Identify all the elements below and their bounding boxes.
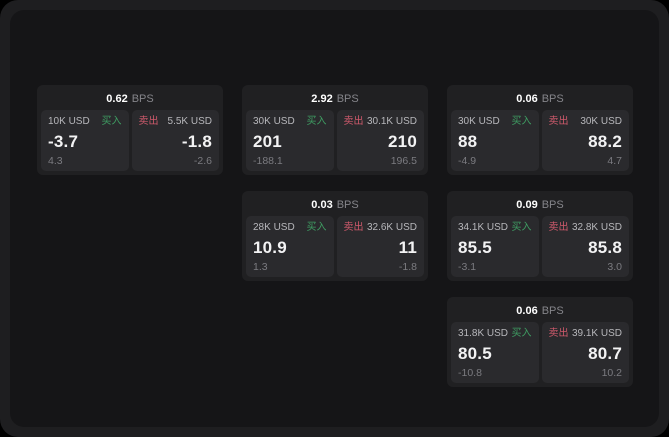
sell-price: 80.7	[588, 343, 622, 363]
quote-card: 0.09 BPS 34.1K USD 买入 85.5 -3.1 卖出 32.8K…	[447, 191, 633, 281]
buy-amount: 30K USD	[253, 116, 295, 127]
buy-delta: 4.3	[48, 154, 63, 167]
buy-tile[interactable]: 28K USD 买入 10.9 1.3	[246, 216, 334, 277]
sell-delta: 4.7	[607, 154, 622, 167]
sell-price: 85.8	[588, 237, 622, 257]
sell-amount: 5.5K USD	[167, 116, 212, 127]
buy-tile[interactable]: 31.8K USD 买入 80.5 -10.8	[451, 322, 539, 383]
sell-side-label: 卖出	[343, 222, 364, 233]
buy-side-label: 买入	[511, 116, 532, 127]
sell-side-label: 卖出	[548, 116, 569, 127]
tile-row: 31.8K USD 买入 80.5 -10.8 卖出 39.1K USD 80.…	[451, 322, 629, 383]
sell-tile[interactable]: 卖出 30K USD 88.2 4.7	[541, 110, 629, 171]
sell-amount: 30K USD	[580, 116, 622, 127]
sell-amount: 30.1K USD	[366, 116, 417, 127]
spread-unit-label: BPS	[336, 92, 359, 105]
tile-row: 28K USD 买入 10.9 1.3 卖出 32.6K USD 11 -1.8	[246, 216, 424, 277]
buy-side-label: 买入	[511, 328, 532, 339]
buy-delta: -188.1	[253, 154, 283, 167]
spread-value: 2.92	[311, 92, 333, 105]
buy-tile[interactable]: 30K USD 买入 88 -4.9	[451, 110, 539, 171]
buy-tile[interactable]: 10K USD 买入 -3.7 4.3	[41, 110, 129, 171]
sell-side-label: 卖出	[343, 116, 364, 127]
sell-price: 11	[398, 237, 417, 257]
tile-row: 10K USD 买入 -3.7 4.3 卖出 5.5K USD -1.8 -2.…	[41, 110, 219, 171]
sell-tile[interactable]: 卖出 32.6K USD 11 -1.8	[336, 216, 424, 277]
sell-tile[interactable]: 卖出 30.1K USD 210 196.5	[336, 110, 424, 171]
quote-card: 2.92 BPS 30K USD 买入 201 -188.1 卖出 30.1K …	[242, 85, 428, 175]
sell-amount: 32.6K USD	[366, 222, 417, 233]
buy-delta: -10.8	[458, 366, 482, 379]
sell-delta: -1.8	[398, 260, 417, 273]
quote-card: 0.62 BPS 10K USD 买入 -3.7 4.3 卖出 5.5K USD…	[37, 85, 223, 175]
quote-card: 0.03 BPS 28K USD 买入 10.9 1.3 卖出 32.6K US…	[242, 191, 428, 281]
buy-side-label: 买入	[101, 116, 122, 127]
buy-amount: 30K USD	[458, 116, 500, 127]
spread-value: 0.09	[516, 198, 538, 211]
spread-header: 2.92 BPS	[246, 90, 424, 108]
buy-side-label: 买入	[511, 222, 532, 233]
buy-amount: 31.8K USD	[458, 328, 509, 339]
quote-card: 0.06 BPS 31.8K USD 买入 80.5 -10.8 卖出 39.1…	[447, 297, 633, 387]
buy-side-label: 买入	[306, 116, 327, 127]
spread-value: 0.62	[106, 92, 128, 105]
buy-amount: 10K USD	[48, 116, 90, 127]
buy-delta: -4.9	[458, 154, 477, 167]
buy-price: 10.9	[253, 237, 287, 257]
sell-price: 210	[388, 131, 417, 151]
spread-header: 0.06 BPS	[451, 302, 629, 320]
spread-unit-label: BPS	[541, 92, 564, 105]
spread-value: 0.06	[516, 92, 538, 105]
buy-tile[interactable]: 34.1K USD 买入 85.5 -3.1	[451, 216, 539, 277]
spread-header: 0.62 BPS	[41, 90, 219, 108]
spread-unit-label: BPS	[336, 198, 359, 211]
buy-delta: -3.1	[458, 260, 477, 273]
spread-header: 0.09 BPS	[451, 196, 629, 214]
buy-tile[interactable]: 30K USD 买入 201 -188.1	[246, 110, 334, 171]
sell-side-label: 卖出	[548, 328, 569, 339]
sell-side-label: 卖出	[138, 116, 159, 127]
buy-amount: 28K USD	[253, 222, 295, 233]
sell-tile[interactable]: 卖出 39.1K USD 80.7 10.2	[541, 322, 629, 383]
sell-amount: 32.8K USD	[571, 222, 622, 233]
sell-tile[interactable]: 卖出 32.8K USD 85.8 3.0	[541, 216, 629, 277]
spread-value: 0.06	[516, 304, 538, 317]
buy-price: -3.7	[48, 131, 79, 151]
sell-tile[interactable]: 卖出 5.5K USD -1.8 -2.6	[131, 110, 219, 171]
buy-delta: 1.3	[253, 260, 268, 273]
spread-unit-label: BPS	[541, 198, 564, 211]
quote-card-grid: 0.62 BPS 10K USD 买入 -3.7 4.3 卖出 5.5K USD…	[37, 85, 633, 387]
spread-unit-label: BPS	[131, 92, 154, 105]
sell-delta: 10.2	[601, 366, 622, 379]
spread-header: 0.06 BPS	[451, 90, 629, 108]
sell-delta: -2.6	[193, 154, 212, 167]
buy-price: 88	[458, 131, 478, 151]
sell-price: -1.8	[181, 131, 212, 151]
spread-value: 0.03	[311, 198, 333, 211]
quote-card: 0.06 BPS 30K USD 买入 88 -4.9 卖出 30K USD 8…	[447, 85, 633, 175]
buy-price: 201	[253, 131, 282, 151]
buy-side-label: 买入	[306, 222, 327, 233]
sell-delta: 3.0	[607, 260, 622, 273]
tile-row: 34.1K USD 买入 85.5 -3.1 卖出 32.8K USD 85.8…	[451, 216, 629, 277]
tile-row: 30K USD 买入 88 -4.9 卖出 30K USD 88.2 4.7	[451, 110, 629, 171]
spread-unit-label: BPS	[541, 304, 564, 317]
sell-amount: 39.1K USD	[571, 328, 622, 339]
sell-delta: 196.5	[390, 154, 417, 167]
buy-amount: 34.1K USD	[458, 222, 509, 233]
tile-row: 30K USD 买入 201 -188.1 卖出 30.1K USD 210 1…	[246, 110, 424, 171]
sell-price: 88.2	[588, 131, 622, 151]
buy-price: 85.5	[458, 237, 492, 257]
buy-price: 80.5	[458, 343, 492, 363]
spread-header: 0.03 BPS	[246, 196, 424, 214]
sell-side-label: 卖出	[548, 222, 569, 233]
